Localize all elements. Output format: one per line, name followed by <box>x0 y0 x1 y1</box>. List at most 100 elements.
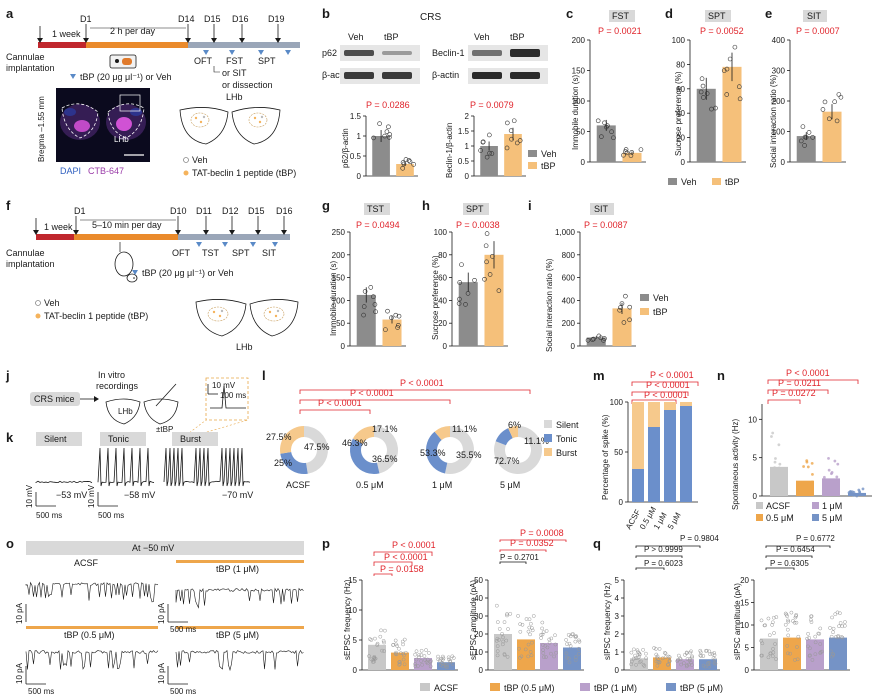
label-implantation: implantation <box>6 63 55 73</box>
mouse-icon <box>114 242 138 283</box>
n-leg-acsf: ACSF <box>766 501 791 511</box>
m-p1: P < 0.0001 <box>650 370 694 380</box>
l-c5-tonic: 11.1% <box>524 436 549 446</box>
p2-point <box>568 644 573 648</box>
panel-letter-d: d <box>665 6 673 21</box>
d-point <box>737 96 743 102</box>
p2-point <box>545 645 550 650</box>
p1-point <box>427 651 431 655</box>
l-p-top: P < 0.0001 <box>400 378 444 388</box>
l-acsf: ACSF <box>286 480 311 490</box>
e-point <box>826 116 832 122</box>
i-point <box>619 301 625 306</box>
q1-point <box>637 660 642 665</box>
p2-point <box>495 644 500 648</box>
p2-point <box>567 660 572 665</box>
p1-point <box>373 636 377 641</box>
g-point <box>395 322 401 328</box>
i-point <box>601 338 606 343</box>
chart-c: 0 50 100 150 200 <box>572 36 646 167</box>
p1-point <box>416 655 421 659</box>
p1-point <box>413 664 418 668</box>
d-point <box>698 89 704 95</box>
p1-point <box>422 654 427 658</box>
q-b3: P = 0.6305 <box>770 559 809 568</box>
q2-point <box>768 651 773 656</box>
b-p1: P = 0.0286 <box>366 100 410 110</box>
f-d12: D12 <box>222 206 239 216</box>
q2-point <box>834 635 838 639</box>
d-bar-tBP <box>722 66 742 162</box>
f-implantation: implantation <box>6 259 55 269</box>
l-c5-silent: 72.7% <box>494 456 520 466</box>
p1-point <box>400 639 405 644</box>
g-point <box>385 308 390 314</box>
chart-p1: 0 5 10 15 <box>348 576 458 675</box>
q2-tick-label: 15 <box>740 599 749 608</box>
q2-point <box>829 634 834 639</box>
trace-acsf <box>25 581 159 603</box>
b2-tick-label: 1 <box>465 142 470 151</box>
q2-point <box>774 657 778 661</box>
q1-point <box>689 663 694 667</box>
j-rec1: In vitro <box>98 370 125 380</box>
p2-point <box>566 656 571 661</box>
g-point <box>383 327 388 332</box>
q2-point <box>774 615 779 619</box>
m-bar-burst-2 <box>664 402 676 410</box>
q-b2: P = 0.6454 <box>776 545 815 554</box>
p2-point <box>552 654 556 659</box>
f-tbp-dose: tBP (20 μg μl⁻¹) or Veh <box>142 268 234 278</box>
c-point <box>623 147 629 152</box>
h-p: P = 0.0038 <box>456 220 500 230</box>
panel-l: P < 0.0001 P < 0.0001 P < 0.0001 ACSF 0.… <box>266 378 579 490</box>
p2-point <box>577 638 581 643</box>
p1-point <box>446 655 451 660</box>
label-d15: D15 <box>204 14 221 24</box>
q1-tick-label: 2 <box>615 630 620 639</box>
p2-point <box>553 642 558 647</box>
g-tick-label: 150 <box>332 274 346 283</box>
q1-point <box>711 656 716 660</box>
o-t05: tBP (0.5 μM) <box>64 630 115 640</box>
pie-slice-3-tonic <box>495 428 513 446</box>
o-pa3: 10 pA <box>15 662 24 684</box>
q1-point <box>655 654 660 659</box>
q2-tick-label: 0 <box>745 666 750 675</box>
p1-tick-label: 15 <box>348 576 357 585</box>
n-point <box>774 457 777 460</box>
n-point <box>836 462 840 466</box>
q1-point <box>660 656 665 661</box>
j-ms: 100 ms <box>220 391 246 400</box>
p2-point <box>528 632 532 637</box>
q1-point <box>701 663 706 668</box>
b1-point <box>406 158 412 163</box>
q2-point <box>808 653 812 658</box>
d-point <box>737 84 742 90</box>
panel-letter-k: k <box>6 430 14 445</box>
h-tick-label: 60 <box>438 274 447 283</box>
panel-m: P < 0.0001 P < 0.0001 P < 0.0001 050100 … <box>601 370 699 531</box>
panel-letter-j: j <box>5 368 10 383</box>
b-p62: p62 <box>322 48 337 58</box>
q1-point <box>635 656 640 660</box>
q2-point <box>794 620 799 625</box>
q1-point <box>713 661 718 666</box>
q1-point <box>656 657 660 662</box>
e-point <box>820 107 826 112</box>
q2-point <box>809 620 814 624</box>
chart-g: 0 50 100 150 200 250 <box>332 228 406 351</box>
g-bar-tBP <box>382 319 402 346</box>
p2-point <box>565 642 569 646</box>
n-point <box>773 466 776 470</box>
i-tick-label: 1,000 <box>555 228 576 237</box>
q-b1: P = 0.6772 <box>796 534 835 543</box>
n-tick-label: 5 <box>753 454 758 463</box>
c-tick-label: 150 <box>572 67 586 76</box>
q1-point <box>631 647 636 652</box>
q1-tick-label: 0 <box>615 666 620 675</box>
g-point <box>389 315 394 321</box>
label-per-day: 2 h per day <box>110 26 156 36</box>
brain-fluorescence-image: LHb <box>56 88 150 162</box>
l-c1-silent: 53.3% <box>420 448 446 458</box>
